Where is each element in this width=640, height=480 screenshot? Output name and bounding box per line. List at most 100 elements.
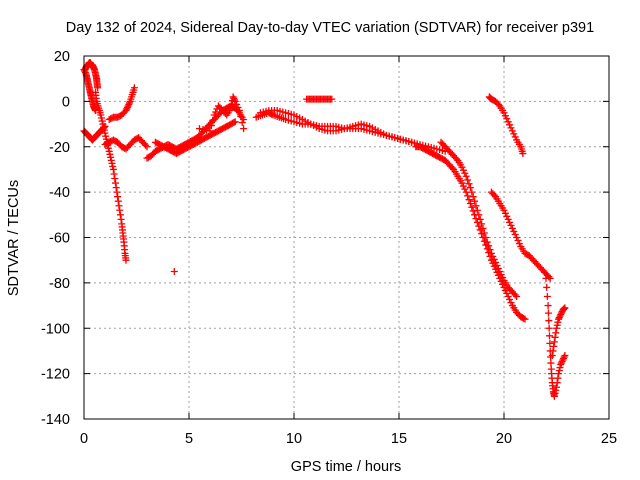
series-segment-h: [151, 118, 239, 158]
data-point: [559, 356, 567, 364]
data-point: [97, 111, 105, 119]
data-point: [560, 305, 567, 313]
data-point: [545, 317, 553, 325]
data-point: [553, 324, 560, 332]
data-point: [496, 268, 504, 276]
data-point: [511, 291, 519, 299]
data-point: [199, 125, 207, 133]
data-point: [510, 130, 518, 138]
data-point: [231, 97, 239, 105]
data-point: [472, 215, 480, 223]
data-point: [504, 118, 512, 126]
data-point: [557, 311, 565, 319]
data-point: [480, 229, 488, 237]
data-point: [122, 106, 130, 114]
data-point: [231, 118, 239, 126]
data-point: [511, 133, 519, 141]
axis-ticks: 0 5 10 15 20 25 20 0 -20 -40 -60 -80 -100 -120 -140: [41, 49, 617, 447]
data-point: [113, 188, 121, 196]
data-point: [207, 122, 215, 130]
data-point: [100, 123, 108, 131]
x-tick-label: 20: [496, 431, 512, 447]
data-point: [554, 318, 562, 326]
data-point: [553, 379, 561, 387]
data-point: [510, 227, 518, 235]
data-point: [448, 164, 456, 172]
data-point: [235, 106, 243, 114]
data-point: [494, 100, 502, 108]
data-point: [465, 180, 473, 188]
data-point: [489, 252, 497, 260]
data-point: [554, 374, 562, 382]
data-point: [507, 299, 515, 307]
data-point: [548, 351, 556, 359]
data-point: [116, 211, 124, 219]
data-point: [543, 292, 551, 300]
y-axis-label: SDTVAR / TECUs: [6, 180, 22, 296]
data-point: [514, 237, 522, 245]
data-point: [486, 246, 494, 254]
data-point: [461, 185, 469, 193]
data-point: [116, 206, 124, 214]
data-point: [111, 175, 119, 183]
data-point: [507, 221, 515, 229]
data-point: [555, 315, 563, 323]
data-point: [102, 132, 110, 140]
data-point: [485, 242, 493, 250]
y-tick-label: -40: [49, 185, 70, 201]
data-point: [170, 268, 178, 276]
data-point: [108, 159, 116, 167]
data-point: [544, 302, 552, 310]
data-point: [545, 324, 553, 332]
data-point: [230, 119, 238, 127]
data-point: [497, 271, 505, 279]
data-point: [553, 321, 561, 329]
data-point: [500, 109, 508, 117]
data-point: [549, 347, 557, 355]
series-segment-o: [437, 138, 521, 300]
data-point: [240, 125, 248, 133]
y-tick-label: -20: [49, 140, 70, 156]
data-point: [508, 224, 516, 232]
data-point: [112, 179, 119, 187]
data-point: [515, 240, 523, 248]
data-point: [237, 113, 245, 120]
series-segment-q: [485, 93, 527, 158]
data-point: [560, 353, 568, 361]
y-tick-label: 20: [54, 49, 70, 65]
data-point: [459, 166, 467, 174]
data-point: [504, 215, 512, 223]
series-segment-i: [170, 268, 178, 276]
data-point: [560, 305, 568, 313]
data-point: [553, 383, 560, 391]
data-point: [100, 124, 108, 132]
data-point: [408, 138, 416, 146]
data-point: [552, 386, 560, 394]
data-point: [106, 150, 114, 158]
data-point: [506, 296, 514, 304]
x-tick-label: 0: [80, 431, 88, 447]
data-point: [513, 292, 521, 300]
data-point: [143, 143, 151, 151]
data-point: [206, 127, 214, 135]
data-point: [513, 234, 521, 241]
data-point: [117, 215, 125, 223]
data-point: [550, 338, 558, 346]
data-point: [462, 172, 470, 180]
x-tick-label: 5: [185, 431, 193, 447]
data-point: [544, 309, 552, 317]
data-point: [555, 367, 563, 375]
data-point: [114, 197, 122, 205]
series-segment-r: [542, 274, 569, 400]
data-point: [492, 258, 500, 266]
data-point: [452, 155, 460, 163]
x-tick-label: 15: [391, 431, 407, 447]
data-point: [101, 122, 109, 130]
data-point: [557, 359, 565, 367]
data-point: [203, 126, 210, 134]
data-point: [507, 124, 515, 132]
data-point: [464, 192, 472, 200]
x-axis-label: GPS time / hours: [291, 459, 401, 475]
data-point: [493, 261, 501, 269]
data-point: [471, 197, 479, 205]
